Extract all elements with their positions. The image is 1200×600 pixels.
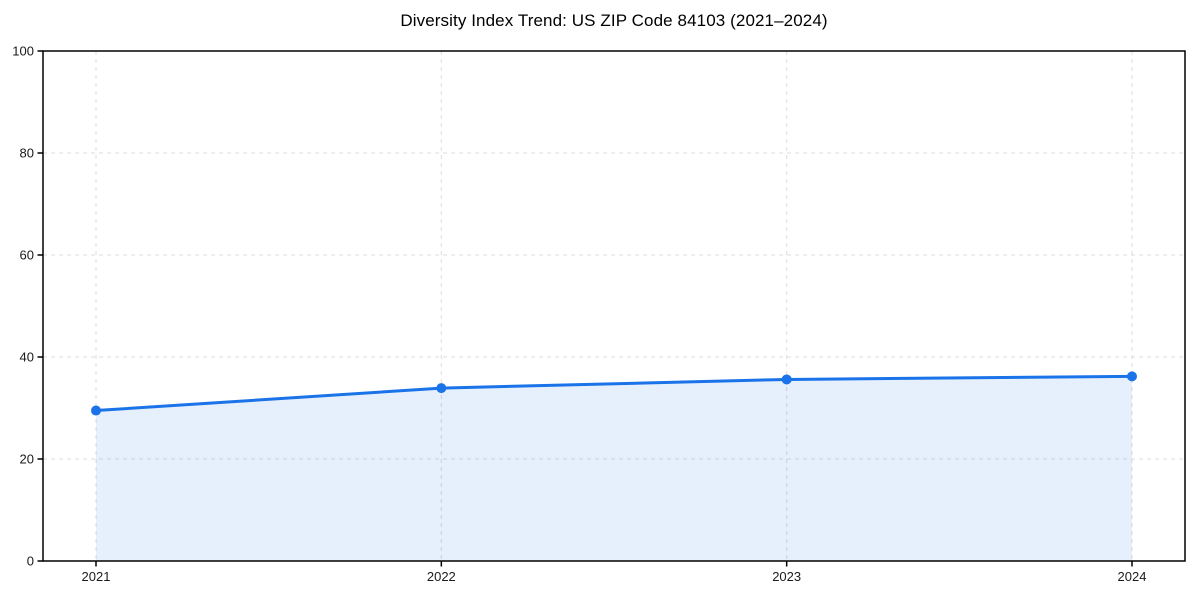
- plot-border: [42, 50, 1186, 562]
- data-point-2021: [91, 405, 101, 416]
- y-tick-label-60: 60: [20, 248, 34, 263]
- y-tick-label-0: 0: [27, 554, 34, 569]
- data-point-2023: [781, 374, 792, 385]
- x-tick-label-2021: 2021: [82, 569, 111, 584]
- x-tick-label-2022: 2022: [427, 569, 456, 584]
- x-tick-label-2023: 2023: [772, 569, 801, 584]
- data-point-2024: [1127, 371, 1137, 382]
- y-tick-label-100: 100: [12, 44, 34, 59]
- trend-line: [94, 374, 1134, 413]
- x-tick-label-2024: 2024: [1118, 569, 1147, 584]
- area-fill: [96, 376, 1132, 561]
- y-tick-label-20: 20: [20, 452, 34, 467]
- y-tick-label-80: 80: [20, 146, 34, 161]
- chart-title: Diversity Index Trend: US ZIP Code 84103…: [400, 11, 828, 30]
- y-tick-label-40: 40: [20, 350, 34, 365]
- data-point-2022: [436, 383, 447, 394]
